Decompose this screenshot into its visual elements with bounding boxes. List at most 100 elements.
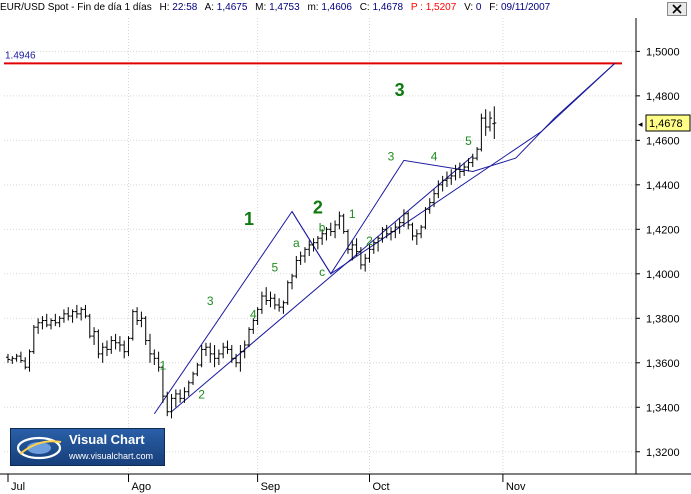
ohlc-bar[interactable] — [350, 240, 355, 261]
trend-line[interactable] — [291, 63, 616, 275]
ohlc-bar[interactable] — [130, 309, 135, 341]
ohlc-bar[interactable] — [49, 318, 54, 330]
ohlc-bar[interactable] — [475, 147, 480, 161]
ohlc-bar[interactable] — [302, 247, 307, 263]
ohlc-bar[interactable] — [18, 351, 23, 363]
ohlc-bar[interactable] — [79, 307, 84, 321]
ohlc-bar[interactable] — [264, 287, 269, 305]
ohlc-bar[interactable] — [380, 227, 385, 243]
ohlc-bar[interactable] — [117, 336, 122, 352]
ohlc-bar[interactable] — [466, 158, 471, 172]
ohlc-bar[interactable] — [414, 229, 419, 245]
ohlc-bar[interactable] — [70, 309, 75, 323]
ohlc-bar[interactable] — [191, 371, 196, 386]
ohlc-bar[interactable] — [87, 313, 92, 339]
ohlc-bar[interactable] — [483, 109, 488, 136]
ohlc-bar[interactable] — [83, 304, 88, 319]
ohlc-bar[interactable] — [367, 244, 372, 263]
ohlc-bar[interactable] — [208, 342, 213, 363]
ohlc-bar[interactable] — [53, 313, 58, 327]
ohlc-bar[interactable] — [126, 336, 131, 357]
ohlc-bar[interactable] — [436, 180, 441, 199]
ohlc-bar[interactable] — [462, 162, 467, 176]
ohlc-bar[interactable] — [160, 365, 165, 403]
ohlc-bar[interactable] — [36, 318, 41, 334]
ohlc-bar[interactable] — [156, 351, 161, 372]
ohlc-bar[interactable] — [393, 222, 398, 239]
ohlc-bar[interactable] — [470, 153, 475, 168]
ohlc-bar[interactable] — [324, 227, 329, 241]
ohlc-bar[interactable] — [74, 304, 79, 319]
ohlc-bar[interactable] — [44, 313, 49, 328]
ohlc-bar[interactable] — [225, 340, 230, 354]
ohlc-bar[interactable] — [23, 357, 28, 370]
ohlc-bar[interactable] — [492, 106, 497, 140]
ohlc-bar[interactable] — [320, 229, 325, 245]
ohlc-bar[interactable] — [113, 333, 118, 350]
ohlc-bar[interactable] — [337, 211, 342, 230]
ohlc-bar[interactable] — [363, 253, 368, 272]
ohlc-bar[interactable] — [178, 389, 183, 403]
ohlc-bar[interactable] — [427, 198, 432, 214]
ohlc-bar[interactable] — [371, 240, 376, 254]
ohlc-bar[interactable] — [281, 300, 286, 314]
ohlc-bar[interactable] — [259, 291, 264, 314]
ohlc-bar[interactable] — [423, 207, 428, 230]
ohlc-bar[interactable] — [139, 311, 144, 328]
ohlc-bar[interactable] — [66, 307, 71, 321]
ohlc-bar[interactable] — [479, 113, 484, 152]
ohlc-bar[interactable] — [410, 222, 415, 241]
ohlc-bar[interactable] — [307, 240, 312, 257]
ohlc-bar[interactable] — [92, 327, 97, 345]
ohlc-bar[interactable] — [216, 349, 221, 366]
ohlc-bar[interactable] — [148, 333, 153, 363]
ohlc-bar[interactable] — [173, 389, 178, 408]
ohlc-bar[interactable] — [453, 164, 458, 181]
ohlc-bar[interactable] — [440, 175, 445, 192]
ohlc-bar[interactable] — [432, 189, 437, 208]
ohlc-bar[interactable] — [31, 324, 36, 354]
ohlc-bar[interactable] — [199, 344, 204, 368]
ohlc-bar[interactable] — [255, 307, 260, 325]
ohlc-bar[interactable] — [328, 222, 333, 236]
ohlc-bar[interactable] — [242, 340, 247, 359]
ohlc-bar[interactable] — [57, 316, 62, 328]
ohlc-bar[interactable] — [234, 353, 239, 368]
ohlc-bar[interactable] — [333, 220, 338, 239]
ohlc-bar[interactable] — [182, 387, 187, 403]
ohlc-bar[interactable] — [449, 169, 454, 185]
ohlc-bar[interactable] — [345, 229, 350, 254]
ohlc-bar[interactable] — [457, 162, 462, 179]
ohlc-bar[interactable] — [285, 280, 290, 305]
ohlc-bar[interactable] — [298, 251, 303, 265]
ohlc-bar[interactable] — [315, 235, 320, 250]
ohlc-bar[interactable] — [487, 111, 492, 132]
ohlc-bar[interactable] — [122, 340, 127, 359]
ohlc-bar[interactable] — [419, 224, 424, 239]
ohlc-bar[interactable] — [165, 391, 170, 417]
ohlc-bar[interactable] — [96, 329, 101, 359]
trend-line[interactable] — [171, 155, 474, 413]
ohlc-bar[interactable] — [40, 316, 45, 330]
ohlc-bar[interactable] — [229, 344, 234, 363]
ohlc-bar[interactable] — [100, 342, 105, 363]
ohlc-bar[interactable] — [14, 353, 19, 362]
ohlc-bar[interactable] — [143, 316, 148, 345]
ohlc-bar[interactable] — [401, 209, 406, 228]
ohlc-bar[interactable] — [212, 344, 217, 368]
ohlc-bar[interactable] — [221, 342, 226, 359]
ohlc-bar[interactable] — [384, 224, 389, 239]
ohlc-bar[interactable] — [397, 218, 402, 234]
ohlc-bar[interactable] — [251, 318, 256, 334]
ohlc-bar[interactable] — [135, 307, 140, 325]
ohlc-bar[interactable] — [61, 309, 66, 323]
ohlc-bar[interactable] — [27, 349, 32, 372]
ohlc-bar[interactable] — [294, 256, 299, 279]
ohlc-bar[interactable] — [109, 336, 114, 354]
ohlc-bar[interactable] — [152, 349, 157, 366]
ohlc-bar[interactable] — [246, 327, 251, 348]
ohlc-bar[interactable] — [406, 211, 411, 230]
ohlc-bar[interactable] — [311, 238, 316, 252]
ohlc-bar[interactable] — [376, 235, 381, 252]
